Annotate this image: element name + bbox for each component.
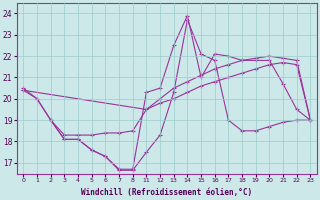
X-axis label: Windchill (Refroidissement éolien,°C): Windchill (Refroidissement éolien,°C) bbox=[81, 188, 252, 197]
